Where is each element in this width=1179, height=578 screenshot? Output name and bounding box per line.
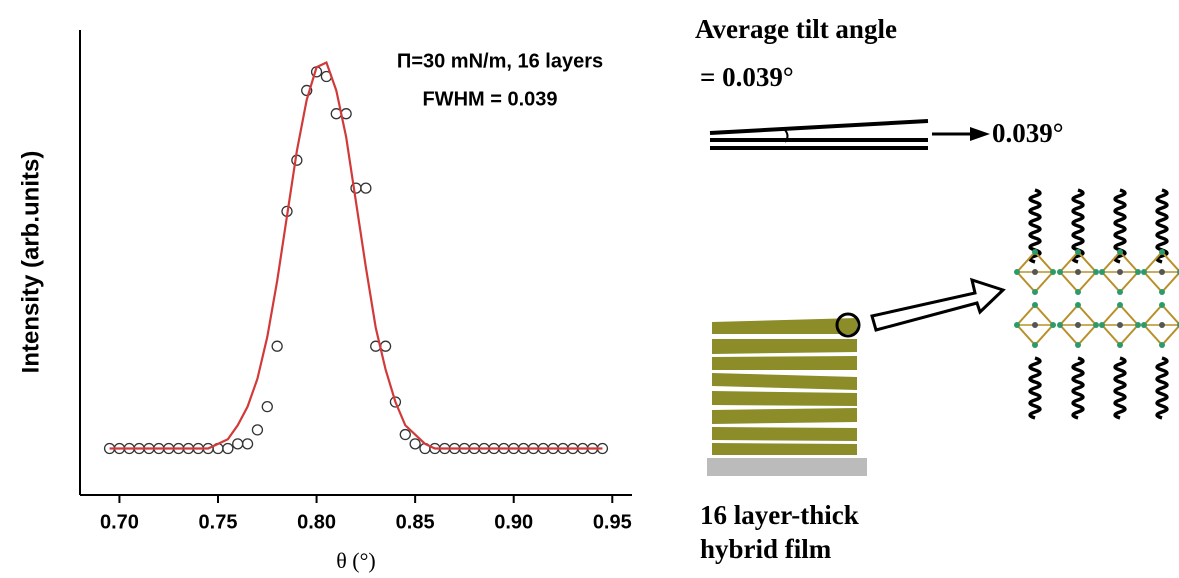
atom xyxy=(1117,342,1123,348)
atom xyxy=(1014,322,1020,328)
atom xyxy=(1135,269,1141,275)
atom xyxy=(1099,269,1105,275)
zoom-circle xyxy=(835,312,861,338)
annotation: FWHM = 0.039 xyxy=(422,88,557,110)
metal xyxy=(1075,322,1081,328)
molecular-structure xyxy=(1014,188,1179,420)
film-stack xyxy=(707,318,867,476)
x-tick-label: 0.90 xyxy=(494,511,533,533)
atom xyxy=(1117,289,1123,295)
data-point xyxy=(261,400,273,413)
atom xyxy=(1159,249,1165,255)
fit-line xyxy=(109,61,603,450)
diagram-title: Average tilt angle xyxy=(695,14,897,44)
atom xyxy=(1032,302,1038,308)
data-point xyxy=(222,442,234,455)
data-point xyxy=(241,438,254,450)
data-point xyxy=(301,84,313,97)
x-tick-label: 0.70 xyxy=(100,511,139,533)
metal xyxy=(1032,322,1038,328)
atom xyxy=(1032,249,1038,255)
atom xyxy=(1117,249,1123,255)
atom xyxy=(1014,269,1020,275)
arrow-label: 0.039° xyxy=(992,118,1064,148)
atom xyxy=(1141,322,1147,328)
data-point xyxy=(409,438,421,450)
metal xyxy=(1075,269,1081,275)
data-point xyxy=(399,428,411,441)
x-tick-label: 0.75 xyxy=(199,511,238,533)
atom xyxy=(1050,269,1056,275)
atom xyxy=(1159,289,1165,295)
atom xyxy=(1075,289,1081,295)
y-axis-label: Intensity (arb.units) xyxy=(17,151,44,374)
x-tick-label: 0.95 xyxy=(593,511,632,533)
x-tick-label: 0.80 xyxy=(297,511,336,533)
tilt-value: = 0.039° xyxy=(700,62,794,92)
film-label: 16 layer-thick xyxy=(700,500,859,530)
data-point xyxy=(389,396,402,408)
film-label: hybrid film xyxy=(700,534,832,564)
atom xyxy=(1075,302,1081,308)
metal xyxy=(1032,269,1038,275)
x-tick-label: 0.85 xyxy=(396,511,435,533)
data-point xyxy=(251,424,264,436)
atom xyxy=(1075,342,1081,348)
atom xyxy=(1057,322,1063,328)
atom xyxy=(1135,322,1141,328)
atom xyxy=(1075,249,1081,255)
chain xyxy=(1028,356,1042,420)
metal xyxy=(1117,269,1123,275)
annotation: Π=30 mN/m, 16 layers xyxy=(397,50,603,72)
metal xyxy=(1117,322,1123,328)
atom xyxy=(1057,269,1063,275)
x-axis-label: θ (°) xyxy=(336,548,376,573)
data-point xyxy=(360,182,372,194)
atom xyxy=(1117,302,1123,308)
atom xyxy=(1093,269,1099,275)
chain xyxy=(1071,356,1085,420)
atom xyxy=(1032,289,1038,295)
zoom-arrow xyxy=(870,277,1006,332)
data-point xyxy=(379,340,392,352)
atom xyxy=(1099,322,1105,328)
metal xyxy=(1159,322,1165,328)
atom xyxy=(1141,269,1147,275)
tilt-sketch xyxy=(709,119,990,150)
data-point xyxy=(271,340,283,352)
atom xyxy=(1159,302,1165,308)
chain xyxy=(1113,356,1127,420)
data-point xyxy=(232,438,244,450)
atom xyxy=(1032,342,1038,348)
atom xyxy=(1159,342,1165,348)
metal xyxy=(1159,269,1165,275)
chain xyxy=(1155,356,1169,420)
atom xyxy=(1050,322,1056,328)
atom xyxy=(1093,322,1099,328)
